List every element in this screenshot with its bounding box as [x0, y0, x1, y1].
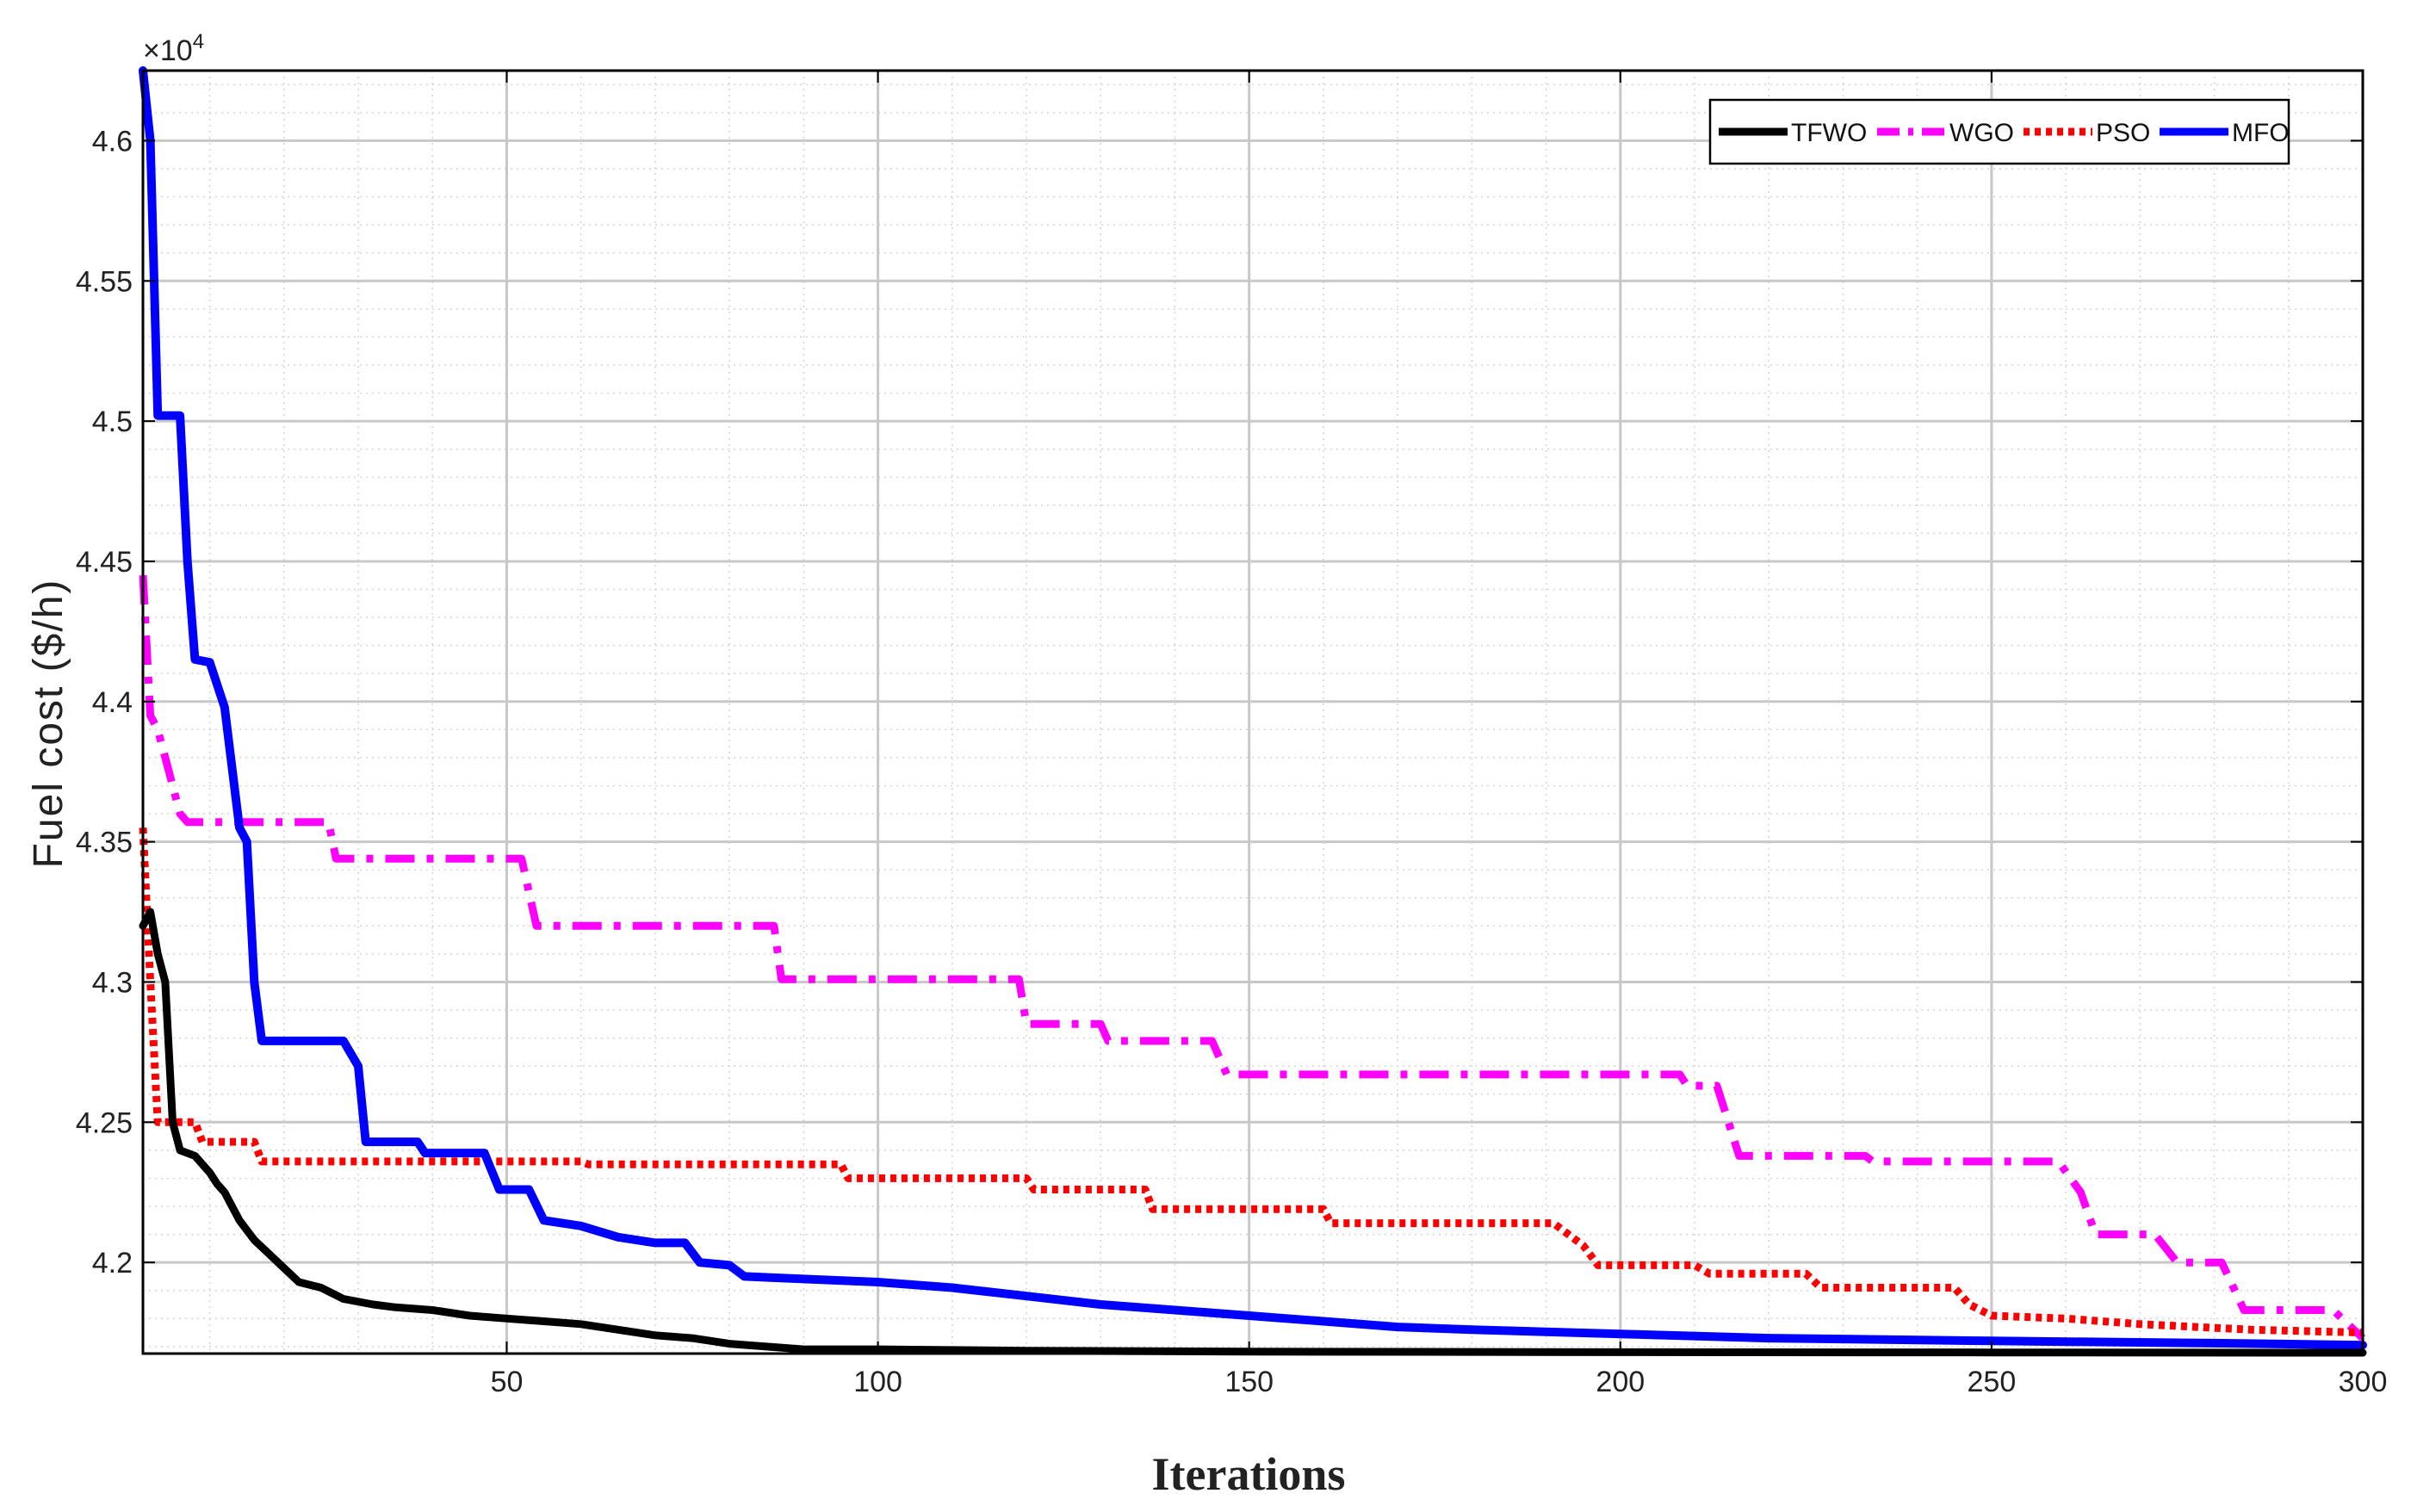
- x-tick-label: 50: [491, 1366, 524, 1398]
- y-tick-label: 4.5: [92, 406, 133, 438]
- x-axis-title: Iterations: [1152, 1448, 1346, 1500]
- series-layer: [139, 66, 2367, 1357]
- y-exponent-base: ×10: [143, 34, 193, 67]
- series-line-wgo: [139, 574, 2366, 1342]
- legend-label-mfo: MFO: [2232, 119, 2290, 147]
- y-tick-label: 4.2: [92, 1247, 133, 1280]
- legend-label-tfwo: TFWO: [1791, 119, 1867, 147]
- y-axis-ticks: 4.2 4.25 4.3 4.35 4.4 4.45 4.5 4.55 4.6: [76, 125, 2363, 1280]
- x-tick-label: 100: [853, 1366, 902, 1398]
- x-tick-label: 150: [1224, 1366, 1274, 1398]
- x-axis-ticks: 50 100 150 200 250 300: [491, 71, 2388, 1398]
- series-line-pso: [139, 827, 2364, 1337]
- y-axis-title: Fuel cost ($/h): [26, 579, 71, 869]
- y-exponent-label: ×104: [143, 30, 204, 67]
- series-line-mfo: [139, 66, 2367, 1350]
- y-tick-label: 4.6: [92, 125, 133, 158]
- y-tick-label: 4.55: [76, 265, 133, 298]
- y-tick-label: 4.25: [76, 1106, 133, 1139]
- x-tick-label: 300: [2339, 1366, 2388, 1398]
- legend: TFWO WGO PSO MFO: [1708, 98, 2290, 165]
- y-tick-label: 4.4: [92, 686, 133, 719]
- y-exponent-power: 4: [193, 30, 204, 53]
- plot-frame: [141, 69, 2365, 1355]
- y-tick-label: 4.35: [76, 827, 133, 859]
- legend-label-wgo: WGO: [1949, 119, 2014, 147]
- y-tick-label: 4.45: [76, 546, 133, 579]
- legend-label-pso: PSO: [2096, 119, 2150, 147]
- y-tick-label: 4.3: [92, 966, 133, 999]
- series-line-tfwo: [139, 908, 2367, 1357]
- x-tick-label: 250: [1968, 1366, 2017, 1398]
- x-tick-label: 200: [1596, 1366, 1645, 1398]
